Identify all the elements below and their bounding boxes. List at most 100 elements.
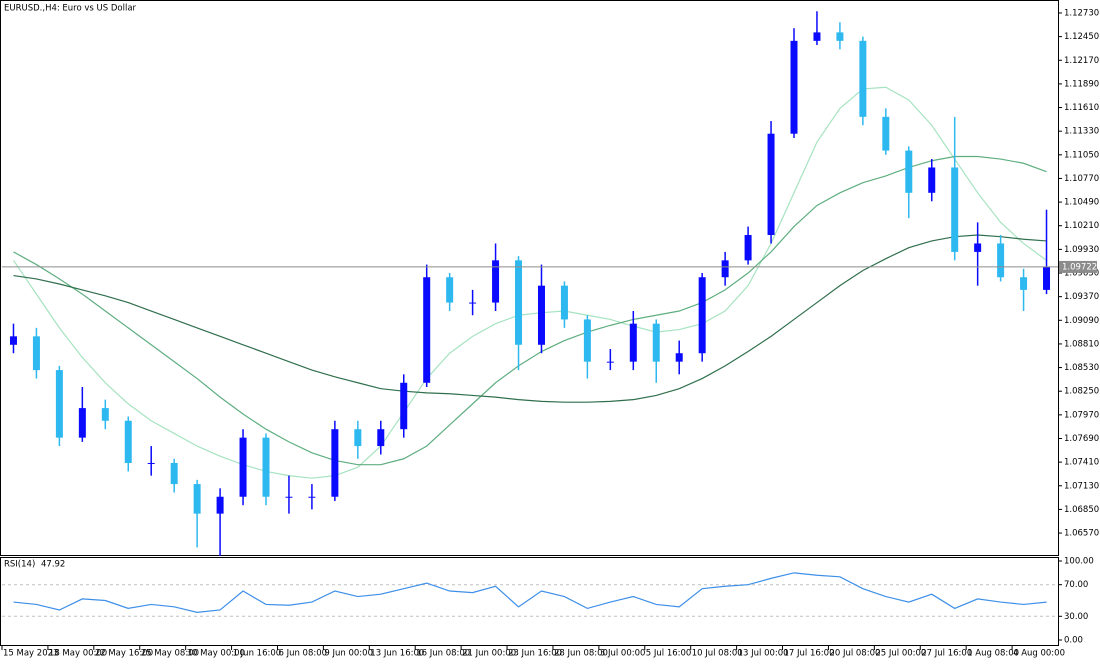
y-tick-label: 1.09650 [1064, 269, 1099, 279]
candle-body [216, 496, 224, 514]
candle-body [101, 408, 109, 421]
y-tick-label: 1.09930 [1064, 245, 1099, 255]
y-tick-label: 1.08530 [1064, 363, 1099, 373]
candle-body [377, 429, 385, 447]
y-tick-label: 1.09370 [1064, 292, 1099, 302]
moving-average-line [12, 86, 1047, 479]
x-tick-label: 15 May 2023 [3, 649, 58, 659]
candle-body [1020, 277, 1028, 290]
candle-body [652, 323, 660, 362]
price-label: 1.09722 [1062, 262, 1097, 272]
x-tick-label: 10 Jul 08:00 [692, 649, 743, 659]
candle-body [469, 302, 477, 304]
candle-body [583, 319, 591, 362]
rsi-tick-label: 30.00 [1064, 612, 1088, 622]
x-tick-label: 5 Jul 16:00 [646, 649, 692, 659]
x-tick-label: 27 Jul 16:00 [921, 649, 972, 659]
candle-body [882, 116, 890, 151]
rsi-tick-label: 0.00 [1064, 636, 1083, 646]
candle-body [767, 133, 775, 236]
y-tick-label: 1.07690 [1064, 434, 1099, 444]
candle-body [537, 285, 545, 345]
x-tick-label: 4 Aug 00:00 [1013, 649, 1065, 659]
candle-body [744, 235, 752, 261]
candle-body [836, 32, 844, 41]
candle-body [285, 496, 293, 498]
candle-body [675, 353, 683, 362]
candle-body [400, 382, 408, 430]
main-panel [0, 0, 1059, 556]
candle-body [170, 462, 178, 485]
candle-body [492, 260, 500, 303]
y-tick-label: 1.10490 [1064, 198, 1099, 208]
candle-body [446, 277, 454, 303]
candle-body [147, 462, 155, 464]
rsi-label: RSI(14) [4, 560, 35, 570]
y-tick-label: 1.11050 [1064, 150, 1099, 160]
y-tick-label: 1.07130 [1064, 481, 1099, 491]
candle-body [78, 408, 86, 438]
x-tick-label: 17 Jul 16:00 [784, 649, 835, 659]
x-tick-label: 25 Jul 00:00 [875, 649, 926, 659]
y-tick-label: 1.11330 [1064, 127, 1099, 137]
candle-body [813, 32, 821, 41]
y-tick-label: 1.10770 [1064, 174, 1099, 184]
x-tick-label: 13 Jun 16:00 [370, 649, 424, 659]
candle-body [974, 243, 982, 252]
x-tick-label: 3 Jul 00:00 [600, 649, 646, 659]
candle-body [308, 496, 316, 498]
candle-body [239, 437, 247, 497]
x-tick-label: 18 May 00:00 [49, 649, 107, 659]
x-tick-label: 20 Jul 08:00 [829, 649, 880, 659]
y-tick-label: 1.11610 [1064, 103, 1099, 113]
candle-body [193, 484, 201, 514]
candle-body [515, 260, 523, 345]
candle-body [698, 277, 706, 354]
candle-body [859, 40, 867, 117]
candle-body [1043, 266, 1051, 290]
x-tick-label: 1 Jun 16:00 [233, 649, 282, 659]
y-tick-label: 1.12450 [1064, 32, 1099, 42]
moving-average-line [13, 234, 1047, 403]
y-tick-label: 1.08250 [1064, 387, 1099, 397]
y-tick-label: 1.07410 [1064, 458, 1099, 468]
x-tick-label: 1 Aug 08:00 [967, 649, 1019, 659]
candle-body [606, 361, 614, 363]
rsi-tick-label: 70.00 [1064, 580, 1088, 590]
moving-average-line [13, 155, 1047, 466]
y-tick-label: 1.07970 [1064, 410, 1099, 420]
candle-body [331, 429, 339, 497]
candle-body [951, 167, 959, 252]
candle-body [905, 150, 913, 193]
y-tick-label: 1.12730 [1064, 8, 1099, 18]
x-tick-label: 13 Jul 00:00 [738, 649, 789, 659]
y-tick-label: 1.09090 [1064, 316, 1099, 326]
chart-title: EURUSD.,H4: Euro vs US Dollar [4, 4, 137, 14]
rsi-value: 47.92 [41, 560, 65, 570]
y-tick-label: 1.06850 [1064, 505, 1099, 515]
candle-body [721, 260, 729, 278]
candle-body [124, 420, 132, 463]
rsi-line [13, 572, 1047, 613]
candle-body [32, 336, 40, 371]
x-tick-label: 23 Jun 16:00 [508, 649, 562, 659]
y-tick-label: 1.12170 [1064, 56, 1099, 66]
x-tick-label: 16 Jun 08:00 [416, 649, 470, 659]
candle-body [262, 437, 270, 497]
y-tick-label: 1.08810 [1064, 339, 1099, 349]
x-tick-label: 28 Jun 08:00 [554, 649, 608, 659]
rsi-tick-label: 100.00 [1064, 557, 1094, 567]
price-label-box [1059, 260, 1097, 273]
candle-body [560, 285, 568, 320]
candle-body [55, 370, 63, 438]
x-tick-label: 6 Jun 08:00 [278, 649, 327, 659]
candle-body [354, 429, 362, 447]
candle-body [9, 336, 17, 345]
candle-body [928, 167, 936, 193]
x-tick-label: 25 May 08:00 [141, 649, 199, 659]
x-tick-label: 21 Jun 00:00 [462, 649, 516, 659]
candle-body [790, 40, 798, 134]
x-tick-label: 9 Jun 00:00 [324, 649, 373, 659]
